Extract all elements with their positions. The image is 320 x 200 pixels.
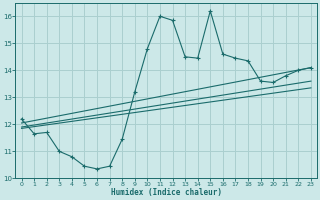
X-axis label: Humidex (Indice chaleur): Humidex (Indice chaleur) [111,188,222,197]
